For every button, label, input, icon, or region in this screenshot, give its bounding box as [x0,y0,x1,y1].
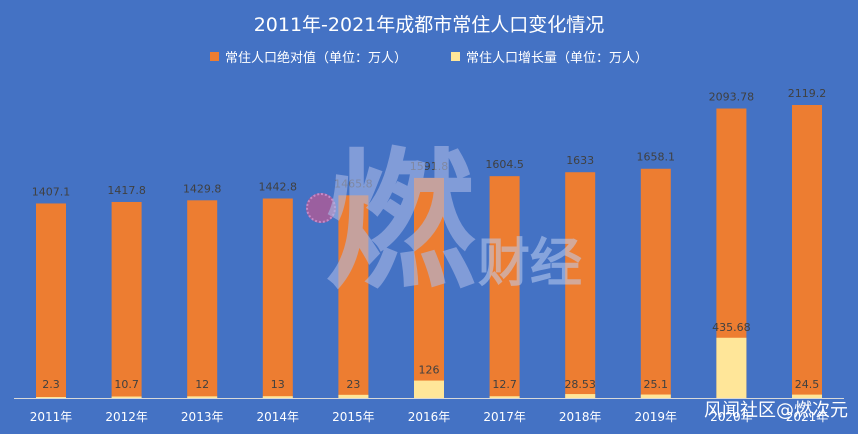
x-tick-label: 2020年 [710,410,753,424]
data-label-absolute: 2093.78 [709,91,755,104]
bar-absolute [414,177,444,398]
bar-absolute [262,198,293,398]
data-label-growth: 12.7 [492,378,517,391]
bar-growth [640,394,671,398]
bar-growth [338,394,369,398]
x-tick-label: 2019年 [635,410,678,424]
bar-growth [111,396,142,398]
watermark-logo-text: 财经 [478,234,583,294]
bar-growth [36,397,66,398]
x-tick-label: 2021年 [786,410,829,424]
x-tick-label: 2012年 [105,410,148,424]
legend-label-growth: 常住人口增长量（单位：万人） [466,51,649,66]
bar-growth [489,396,520,398]
x-tick-label: 2011年 [30,410,73,424]
data-label-growth: 13 [271,378,285,391]
chart-legend: 常住人口绝对值（单位：万人） 常住人口增长量（单位：万人） [0,47,858,66]
data-label-growth: 435.68 [712,321,751,334]
x-tick-label: 2015年 [332,410,375,424]
data-label-growth: 10.7 [114,378,139,391]
source-credit: 风闻社区@燃次元 [704,400,848,421]
legend-label-absolute: 常住人口绝对值（单位：万人） [224,51,407,66]
bar-growth [187,396,218,398]
data-label-growth: 2.3 [42,378,60,391]
bar-growth [792,394,822,398]
data-label-absolute: 1633 [566,154,594,167]
data-label-growth: 25.1 [644,378,669,391]
data-label-absolute: 1465.8 [334,177,373,190]
legend-item-absolute: 常住人口绝对值（单位：万人） [209,47,407,66]
bar-absolute [489,176,520,398]
x-tick-label: 2018年 [559,410,602,424]
watermark-dot [306,193,336,223]
bar-absolute [792,104,822,399]
data-label-growth: 126 [419,364,440,377]
bar-absolute [565,172,596,398]
data-label-growth: 12 [195,378,209,391]
bar-growth [716,337,747,398]
x-tick-label: 2013年 [181,410,224,424]
data-label-absolute: 1417.8 [107,184,146,197]
legend-swatch-absolute [209,52,219,61]
x-tick-label: 2014年 [257,410,300,424]
bar-growth [414,380,444,398]
bar-absolute [187,200,218,398]
data-label-absolute: 2119.2 [788,87,827,100]
bar-growth [565,394,596,398]
legend-item-growth: 常住人口增长量（单位：万人） [451,47,648,66]
chart-title: 2011年-2021年成都市常住人口变化情况 [253,14,605,36]
data-label-growth: 28.53 [564,378,596,391]
data-label-absolute: 1604.5 [485,158,524,171]
bar-absolute [36,203,66,398]
bar-absolute [640,168,671,398]
data-label-absolute: 1658.1 [637,151,676,164]
data-label-absolute: 1591.8 [410,160,449,173]
x-tick-label: 2016年 [408,410,451,424]
data-label-absolute: 1429.8 [183,182,222,195]
legend-swatch-growth [451,52,460,61]
data-label-growth: 24.5 [795,378,820,391]
x-tick-label: 2017年 [483,410,526,424]
data-label-absolute: 1407.1 [32,185,71,198]
watermark-logo-glyph: 燃 [325,136,476,310]
data-label-growth: 23 [346,378,360,391]
bar-absolute [338,195,369,398]
bar-absolute [111,201,142,398]
data-label-absolute: 1442.8 [259,181,298,194]
bar-growth [262,396,293,398]
